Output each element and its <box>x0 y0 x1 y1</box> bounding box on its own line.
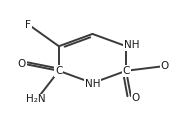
Text: O: O <box>161 60 169 71</box>
Text: NH: NH <box>85 79 100 89</box>
Text: O: O <box>131 93 139 103</box>
Text: C: C <box>55 66 63 76</box>
Text: F: F <box>25 20 31 30</box>
Text: NH: NH <box>124 40 139 50</box>
Text: C: C <box>122 66 130 76</box>
Text: O: O <box>18 59 26 69</box>
Text: H₂N: H₂N <box>26 94 46 104</box>
